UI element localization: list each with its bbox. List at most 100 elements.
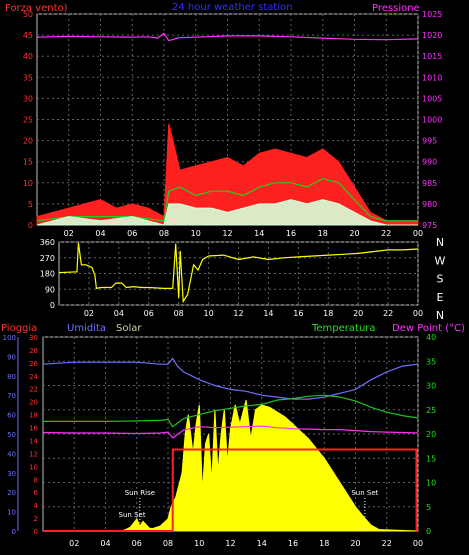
- y2-tick-label: 1005: [422, 94, 442, 103]
- x-tick-label: 06: [127, 229, 137, 238]
- y-rain-tick-label: 28: [29, 347, 38, 355]
- y-humidity-tick-label: 90: [7, 353, 16, 361]
- y-tick-label: 5: [28, 200, 33, 209]
- x-tick-label: 06: [132, 539, 142, 548]
- x-tick-label: 16: [293, 309, 303, 318]
- y-right-tick-label: 10: [426, 479, 436, 488]
- x-tick-label: 14: [263, 309, 273, 318]
- y-rain-tick-label: 30: [29, 334, 38, 342]
- x-tick-label: 06: [144, 309, 154, 318]
- y-humidity-tick-label: 80: [7, 373, 16, 381]
- x-tick-label: 18: [319, 539, 329, 548]
- y-tick-label: 180: [40, 270, 55, 279]
- y-humidity-tick-label: 0: [12, 528, 16, 536]
- x-tick-label: 20: [350, 539, 360, 548]
- x-tick-label: 00: [413, 309, 423, 318]
- annotation-label: Sun Set: [119, 511, 146, 519]
- y-tick-label: 10: [23, 179, 33, 188]
- y-humidity-tick-label: 50: [7, 431, 16, 439]
- y2-tick-label: 975: [422, 221, 437, 230]
- x-tick-label: 04: [95, 229, 105, 238]
- y-humidity-tick-label: 10: [7, 509, 16, 517]
- y-tick-label: 360: [40, 238, 55, 247]
- x-tick-label: 04: [114, 309, 124, 318]
- compass-label: W: [435, 254, 446, 267]
- y-rain-tick-label: 12: [29, 450, 38, 458]
- y-humidity-tick-label: 40: [7, 450, 16, 458]
- x-tick-label: 22: [383, 309, 393, 318]
- y-tick-label: 0: [50, 301, 55, 310]
- y-rain-tick-label: 10: [29, 463, 38, 471]
- compass-label: E: [437, 291, 444, 304]
- series-wind-speed: [36, 199, 418, 226]
- x-tick-label: 16: [288, 539, 298, 548]
- y-right-tick-label: 40: [426, 333, 436, 342]
- compass-label: N: [436, 236, 444, 249]
- y-right-tick-label: 30: [426, 382, 436, 391]
- y-right-tick-label: 15: [426, 454, 436, 463]
- y2-tick-label: 1015: [422, 52, 442, 61]
- annotation-label: Sun Rise: [125, 489, 155, 497]
- wind-axis-title: Forza vento): [5, 3, 68, 14]
- series-direction: [58, 242, 419, 304]
- y2-tick-label: 985: [422, 179, 437, 188]
- x-tick-label: 08: [174, 309, 184, 318]
- x-tick-label: 16: [286, 229, 296, 238]
- series-wind-gust: [36, 123, 419, 226]
- legend-dewpoint: Dew Point (°C): [392, 323, 465, 334]
- series-pressure: [36, 32, 419, 42]
- x-tick-label: 02: [69, 539, 79, 548]
- x-tick-label: 12: [225, 539, 235, 548]
- y-tick-label: 90: [45, 285, 55, 294]
- y2-tick-label: 990: [422, 158, 437, 167]
- series-wind-average: [36, 177, 418, 222]
- y-right-tick-label: 25: [426, 406, 436, 415]
- compass-label: N: [436, 309, 444, 322]
- x-tick-label: 18: [323, 309, 333, 318]
- chart-title: 24 hour weather station: [172, 2, 293, 13]
- series-solar: [43, 399, 419, 532]
- x-tick-label: 12: [233, 309, 243, 318]
- y-right-tick-label: 35: [426, 357, 436, 366]
- y-rain-tick-label: 20: [29, 399, 38, 407]
- series-temperature: [43, 394, 419, 428]
- y-tick-label: 40: [23, 52, 33, 61]
- x-tick-label: 00: [413, 229, 423, 238]
- y-tick-label: 0: [28, 221, 33, 230]
- y-tick-label: 50: [23, 10, 33, 19]
- x-tick-label: 00: [413, 539, 423, 548]
- y-tick-label: 20: [23, 137, 33, 146]
- y2-tick-label: 1025: [422, 10, 442, 19]
- y-tick-label: 45: [23, 31, 33, 40]
- x-tick-label: 12: [222, 229, 232, 238]
- y-rain-tick-label: 26: [29, 360, 38, 368]
- y-humidity-tick-label: 100: [3, 334, 16, 342]
- x-tick-label: 04: [100, 539, 110, 548]
- legend-umidita: Umidita: [67, 323, 106, 334]
- x-tick-label: 10: [191, 229, 201, 238]
- y-tick-label: 30: [23, 94, 33, 103]
- y-rain-tick-label: 22: [29, 386, 38, 394]
- y-rain-tick-label: 6: [34, 489, 39, 497]
- y-tick-label: 270: [40, 254, 55, 263]
- x-tick-label: 08: [163, 539, 173, 548]
- y-humidity-tick-label: 60: [7, 412, 16, 420]
- y-humidity-tick-label: 20: [7, 489, 16, 497]
- x-tick-label: 18: [318, 229, 328, 238]
- annotation-label: Sun Set: [351, 489, 378, 497]
- x-tick-label: 02: [84, 309, 94, 318]
- x-tick-label: 14: [257, 539, 267, 548]
- y2-tick-label: 1010: [422, 73, 442, 82]
- y-rain-tick-label: 16: [29, 425, 38, 433]
- y-rain-tick-label: 24: [29, 373, 38, 381]
- x-tick-label: 22: [381, 229, 391, 238]
- y-rain-tick-label: 8: [34, 476, 38, 484]
- legend-solar: Solar: [116, 323, 142, 334]
- y-rain-tick-label: 4: [34, 502, 39, 510]
- y-humidity-tick-label: 30: [7, 470, 16, 478]
- x-tick-label: 20: [353, 309, 363, 318]
- y-rain-tick-label: 14: [29, 437, 38, 445]
- y-tick-label: 25: [23, 116, 33, 125]
- x-tick-label: 08: [159, 229, 169, 238]
